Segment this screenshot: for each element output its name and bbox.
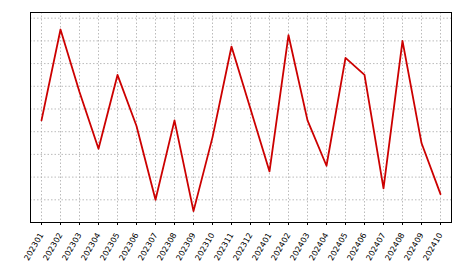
- svg-text:202308: 202308: [155, 231, 179, 263]
- svg-text:202305: 202305: [98, 231, 122, 263]
- svg-text:202407: 202407: [364, 231, 388, 263]
- svg-text:202409: 202409: [402, 231, 426, 263]
- svg-text:202304: 202304: [79, 231, 103, 263]
- svg-text:202306: 202306: [117, 231, 141, 263]
- svg-text:202303: 202303: [60, 231, 84, 263]
- svg-text:202410: 202410: [421, 231, 444, 262]
- svg-text:202408: 202408: [383, 231, 407, 263]
- svg-text:202302: 202302: [41, 231, 65, 263]
- svg-text:202310: 202310: [193, 231, 217, 263]
- svg-text:202312: 202312: [231, 231, 255, 263]
- svg-text:202311: 202311: [212, 231, 236, 263]
- svg-text:202309: 202309: [174, 231, 198, 263]
- svg-text:202406: 202406: [345, 231, 369, 263]
- svg-text:202301: 202301: [22, 231, 46, 263]
- svg-text:202402: 202402: [269, 231, 293, 263]
- svg-text:202403: 202403: [288, 231, 312, 263]
- svg-text:202404: 202404: [307, 231, 331, 263]
- svg-text:202307: 202307: [136, 231, 160, 263]
- svg-text:202401: 202401: [250, 231, 274, 263]
- svg-text:202405: 202405: [326, 231, 350, 263]
